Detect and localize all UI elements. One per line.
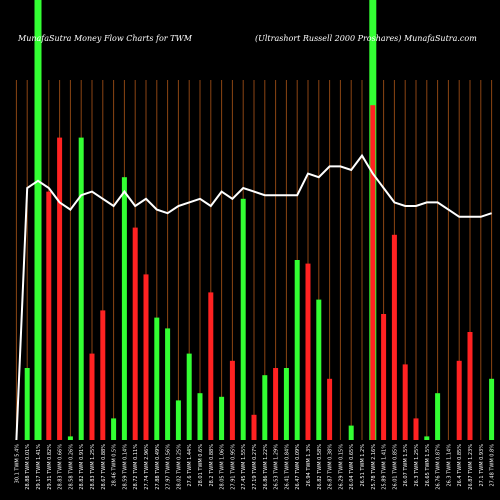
x-tick-label: 28.82 TWM 0.91%	[79, 444, 85, 490]
money-flow-bar	[273, 368, 279, 440]
x-tick-label: 26.87 TWM 0.38%	[328, 444, 334, 490]
money-flow-bar	[262, 375, 268, 440]
x-tick-label: 28.72 TWM 0.11%	[133, 444, 139, 490]
money-flow-bar	[305, 263, 311, 440]
money-flow-bar	[186, 353, 192, 440]
money-flow-bar	[197, 393, 203, 440]
money-flow-bar	[283, 368, 289, 440]
money-flow-bar	[251, 414, 257, 440]
money-flow-bar	[219, 396, 225, 440]
money-flow-bar	[57, 137, 63, 440]
x-tick-label: 28.02 TWM 0.25%	[176, 444, 182, 490]
money-flow-bar	[165, 328, 171, 440]
money-flow-bar	[489, 378, 495, 440]
money-flow-bar	[316, 299, 322, 440]
money-flow-bar	[240, 198, 246, 440]
x-tick-label: 28.83 TWM 1.25%	[90, 444, 96, 490]
money-flow-bar	[208, 292, 214, 440]
x-tick-label: 26.65 TWM 1.5%	[425, 444, 431, 487]
x-tick-label: 26.04 TWM 0.65%	[349, 444, 355, 490]
money-flow-bar	[132, 227, 138, 440]
x-tick-label: 26.3 TWM 1.14%	[446, 444, 452, 487]
x-tick-label: 25.89 TWM 1.41%	[382, 444, 388, 490]
x-tick-label: 27.6 TWM 1.44%	[187, 444, 193, 487]
money-flow-bar	[78, 137, 84, 440]
money-flow-bar	[402, 364, 408, 440]
x-tick-label: 27.48 TWM 0.8%	[490, 444, 496, 487]
x-tick-label: 28.05 TWM 1.06%	[220, 444, 226, 490]
x-tick-label: 28.88 TWM 0.01%	[25, 444, 31, 490]
money-flow-bar	[229, 360, 235, 440]
money-flow-bar	[435, 393, 441, 440]
money-flow-bar	[381, 314, 387, 440]
x-tick-label: 26.4 TWM 0.85%	[457, 444, 463, 487]
money-flow-bar	[456, 360, 462, 440]
x-tick-label: 26.87 TWM 1.23%	[468, 444, 474, 490]
chart-title: MunafaSutra Money Flow Charts for TWM	[18, 34, 192, 43]
x-tick-label: 26.53 TWM 1.29%	[274, 444, 280, 490]
x-tick-label: 26.29 TWM 0.15%	[338, 444, 344, 490]
x-tick-label: 28.2 TWM 0.88%	[209, 444, 215, 487]
x-tick-label: 26.82 TWM 0.58%	[317, 444, 323, 490]
money-flow-bar	[175, 400, 181, 440]
x-tick-label: 27.74 TWM 2.96%	[144, 444, 150, 490]
x-tick-label: 28.58 TWM 0.26%	[68, 444, 74, 490]
x-tick-label: 28.46 TWM 0.5%	[112, 444, 118, 487]
money-flow-bar	[413, 418, 419, 440]
money-flow-bar	[111, 418, 117, 440]
x-tick-label: 28.59 TWM 0.14%	[122, 444, 128, 490]
x-axis-tick-labels: 30.1 TWM 5.4% 28.88 TWM 0.01% 29.17 TWM 1.…	[14, 444, 495, 490]
x-tick-label: 27.45 TWM 1.55%	[241, 444, 247, 490]
x-tick-label: 29.31 TWM 0.82%	[47, 444, 53, 490]
chart-subtitle: (Ultrashort Russell 2000 Proshares) Muna…	[255, 34, 477, 43]
money-flow-bar	[348, 425, 354, 440]
money-flow-bar	[370, 105, 376, 440]
money-flow-bar	[100, 310, 106, 440]
money-flow-bar	[327, 378, 333, 440]
money-flow-bar	[121, 177, 127, 440]
x-tick-label: 27.1 TWM 0.93%	[479, 444, 485, 487]
highlight-column	[34, 0, 42, 440]
x-tick-label: 26.01 TWM 0.85%	[392, 444, 398, 490]
x-tick-label: 26.94 TWM 1.3%	[306, 444, 312, 487]
x-tick-label: 25.78 TWM 2.16%	[371, 444, 377, 490]
x-tick-label: 26.3 TWM 1.25%	[414, 444, 420, 487]
money-flow-bar	[89, 353, 95, 440]
x-tick-label: 26.41 TWM 0.84%	[284, 444, 290, 490]
money-flow-bar	[154, 317, 160, 440]
money-flow-bar	[467, 332, 473, 440]
money-flow-bar	[24, 368, 30, 440]
money-flow-bar	[391, 234, 397, 440]
x-tick-label: 27.91 TWM 0.95%	[230, 444, 236, 490]
x-tick-label: 28.67 TWM 0.88%	[101, 444, 107, 490]
x-tick-label: 27.97 TWM 0.56%	[166, 444, 172, 490]
x-tick-label: 26.47 TWM 0.09%	[295, 444, 301, 490]
x-tick-label: 26.07 TWM 1.5%	[403, 444, 409, 487]
price-line-path	[15, 153, 492, 441]
x-tick-label: 29.17 TWM 1.41%	[36, 444, 42, 490]
x-tick-label: 26.76 TWM 0.87%	[436, 444, 442, 490]
money-flow-bar	[67, 436, 73, 440]
x-tick-label: 27.19 TWM 0.27%	[252, 444, 258, 490]
x-tick-label: 28.01 TWM 0.6%	[198, 444, 204, 487]
x-tick-label: 30.1 TWM 5.4%	[14, 444, 20, 484]
x-tick-label: 26.51 TWM 1.2%	[360, 444, 366, 487]
x-tick-label: 26.86 TWM 1.22%	[263, 444, 269, 490]
x-tick-label: 27.88 TWM 0.49%	[155, 444, 161, 490]
x-tick-label: 28.83 TWM 0.66%	[58, 444, 64, 490]
money-flow-bar	[424, 436, 430, 440]
money-flow-bar	[46, 191, 52, 440]
money-flow-bar	[143, 274, 149, 440]
money-flow-bars	[24, 105, 495, 440]
money-flow-bar	[294, 260, 300, 440]
price-line	[15, 153, 492, 441]
